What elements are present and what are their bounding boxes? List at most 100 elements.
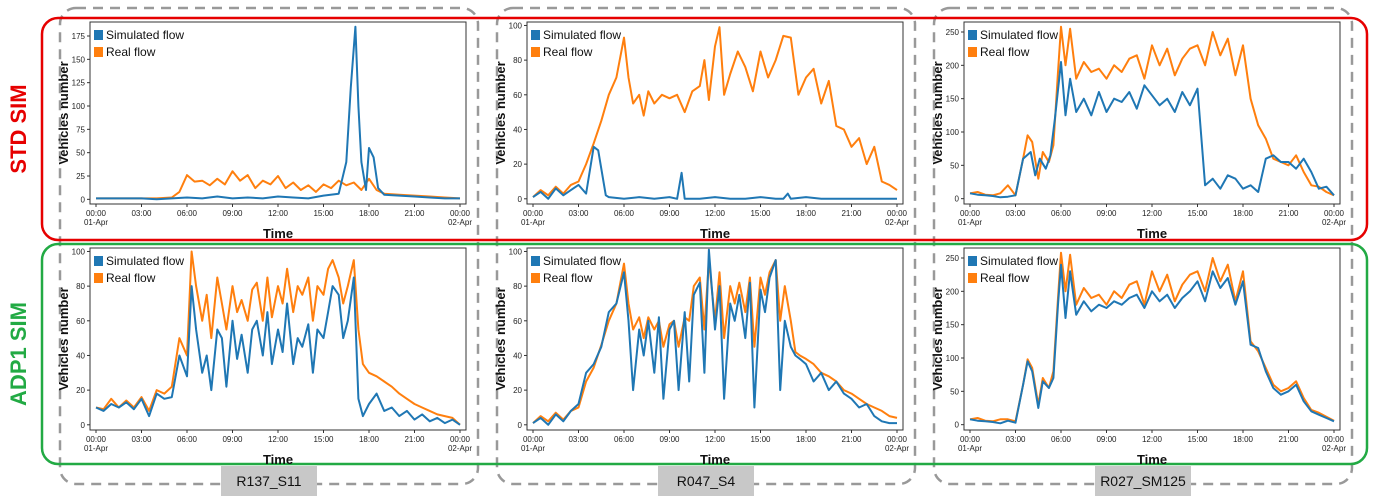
x-tick-label: 00:00 xyxy=(1324,435,1345,444)
x-tick-label: 09:00 xyxy=(1096,209,1117,218)
series-line xyxy=(95,250,461,426)
x-tick-label: 06:00 xyxy=(1051,435,1072,444)
series-line xyxy=(96,25,460,201)
legend-swatch xyxy=(968,273,977,283)
y-tick-label: 100 xyxy=(509,247,523,256)
x-tick-label: 03:00 xyxy=(568,209,589,218)
y-tick-label: 20 xyxy=(513,386,522,395)
x-tick-label: 00:00 xyxy=(960,209,981,218)
y-tick-label: 20 xyxy=(76,386,85,395)
x-tick-date: 01-Apr xyxy=(84,218,108,227)
plot-area xyxy=(89,21,467,205)
y-tick-label: 40 xyxy=(76,351,85,360)
series-line xyxy=(95,276,461,426)
y-axis-label: Vehicles number xyxy=(930,61,945,164)
x-tick-label: 00:00 xyxy=(523,435,544,444)
plot-area xyxy=(963,247,1341,431)
y-tick-label: 0 xyxy=(81,421,86,430)
x-axis-label: Time xyxy=(700,226,730,241)
row-box xyxy=(40,16,1369,242)
x-tick-label: 09:00 xyxy=(659,209,680,218)
x-tick-label: 00:00 xyxy=(887,435,908,444)
x-tick-label: 12:00 xyxy=(268,209,289,218)
y-tick-label: 175 xyxy=(72,32,86,41)
y-tick-label: 250 xyxy=(946,28,960,37)
x-tick-label: 21:00 xyxy=(404,209,425,218)
x-tick-label: 12:00 xyxy=(1142,435,1163,444)
legend-label: Simulated flow xyxy=(980,28,1058,42)
series-line xyxy=(969,251,1335,423)
legend-swatch xyxy=(531,30,540,40)
y-tick-label: 100 xyxy=(946,354,960,363)
legend-label: Real flow xyxy=(106,45,156,59)
x-tick-label: 00:00 xyxy=(887,209,908,218)
x-tick-label: 09:00 xyxy=(222,209,243,218)
y-tick-label: 0 xyxy=(518,195,523,204)
y-tick-label: 40 xyxy=(513,351,522,360)
y-axis-label: Vehicles number xyxy=(56,287,71,390)
x-tick-label: 00:00 xyxy=(1324,209,1345,218)
plot-area xyxy=(526,247,904,431)
y-tick-label: 20 xyxy=(513,160,522,169)
x-tick-label: 06:00 xyxy=(614,435,635,444)
x-axis-label: Time xyxy=(700,452,730,467)
y-tick-label: 125 xyxy=(72,79,86,88)
y-tick-label: 60 xyxy=(513,91,522,100)
x-tick-label: 18:00 xyxy=(359,209,380,218)
x-tick-date: 02-Apr xyxy=(1322,218,1346,227)
x-tick-label: 18:00 xyxy=(796,209,817,218)
y-tick-label: 0 xyxy=(81,195,86,204)
legend-swatch xyxy=(531,256,540,266)
legend-label: Real flow xyxy=(543,271,593,285)
x-tick-label: 00:00 xyxy=(960,435,981,444)
y-axis-label: Vehicles number xyxy=(493,61,508,164)
y-tick-label: 200 xyxy=(946,287,960,296)
legend-label: Real flow xyxy=(980,271,1030,285)
legend-label: Simulated flow xyxy=(543,254,621,268)
x-tick-label: 00:00 xyxy=(86,209,107,218)
x-tick-label: 00:00 xyxy=(450,435,471,444)
legend-label: Real flow xyxy=(106,271,156,285)
y-tick-label: 75 xyxy=(76,125,85,134)
x-tick-label: 09:00 xyxy=(1096,435,1117,444)
x-tick-label: 15:00 xyxy=(1187,435,1208,444)
x-tick-date: 01-Apr xyxy=(84,444,108,453)
x-tick-label: 03:00 xyxy=(1005,209,1026,218)
legend-swatch xyxy=(94,47,103,57)
x-tick-label: 03:00 xyxy=(1005,435,1026,444)
row-box xyxy=(40,242,1369,466)
x-tick-label: 15:00 xyxy=(1187,209,1208,218)
x-tick-label: 21:00 xyxy=(1278,435,1299,444)
y-tick-label: 100 xyxy=(72,247,86,256)
x-tick-label: 21:00 xyxy=(841,209,862,218)
x-axis-label: Time xyxy=(1137,226,1167,241)
legend-label: Real flow xyxy=(980,45,1030,59)
y-tick-label: 0 xyxy=(955,421,960,430)
x-tick-label: 12:00 xyxy=(1142,209,1163,218)
y-tick-label: 80 xyxy=(513,56,522,65)
legend-swatch xyxy=(531,273,540,283)
x-tick-label: 00:00 xyxy=(86,435,107,444)
legend-swatch xyxy=(94,256,103,266)
x-tick-label: 00:00 xyxy=(523,209,544,218)
x-tick-label: 03:00 xyxy=(568,435,589,444)
x-tick-label: 03:00 xyxy=(131,209,152,218)
y-tick-label: 60 xyxy=(513,317,522,326)
series-line xyxy=(532,145,897,200)
y-tick-label: 150 xyxy=(946,95,960,104)
y-tick-label: 100 xyxy=(509,21,523,30)
y-tick-label: 25 xyxy=(76,172,85,181)
y-tick-label: 100 xyxy=(946,128,960,137)
y-tick-label: 0 xyxy=(518,421,523,430)
x-tick-label: 12:00 xyxy=(705,435,726,444)
x-tick-label: 21:00 xyxy=(841,435,862,444)
x-tick-label: 09:00 xyxy=(659,435,680,444)
column-label: R047_S4 xyxy=(677,473,736,489)
column-label-box xyxy=(221,466,317,496)
